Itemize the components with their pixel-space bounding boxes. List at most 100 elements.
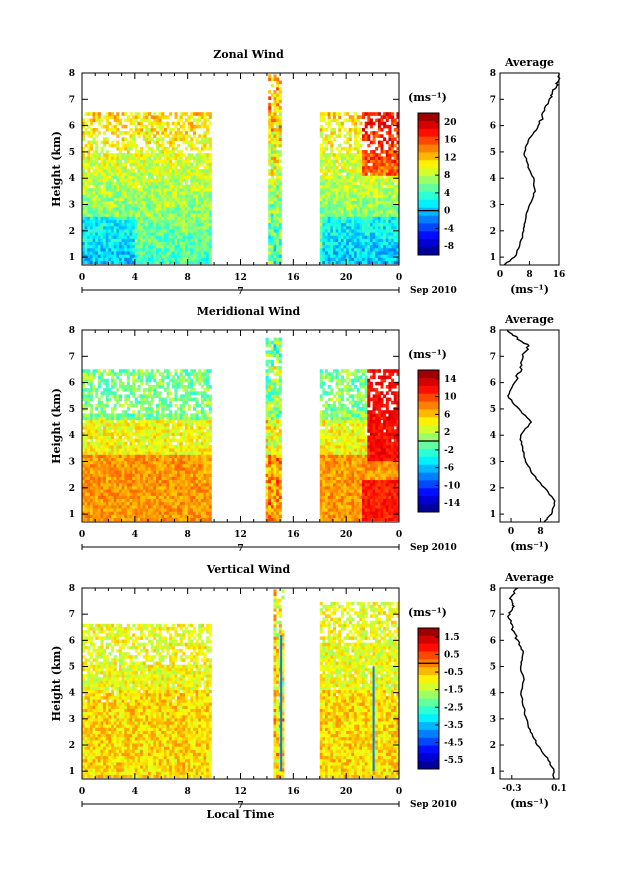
colorbar-tick-label: -5.5 [444, 756, 463, 766]
x-tick-label: 16 [287, 273, 300, 283]
y-tick-label: 5 [69, 148, 75, 158]
average-profile: Average 1 2 3 4 5 6 7 8 0 8 (ms⁻¹) [490, 313, 560, 553]
average-y-tick-label: 2 [490, 741, 496, 751]
x-tick-label: 8 [185, 273, 191, 283]
colorbar-tick-label: 10 [444, 393, 457, 403]
average-y-tick-label: 4 [490, 174, 496, 184]
x-tick-label: 16 [287, 530, 300, 540]
month-label: Sep 2010 [410, 543, 457, 553]
average-y-tick-label: 8 [490, 326, 496, 336]
average-line [503, 72, 561, 266]
colorbar-tick-label: 0 [444, 207, 450, 217]
colorbar [418, 628, 439, 770]
average-y-tick-label: 1 [490, 510, 496, 520]
average-title: Average [504, 313, 554, 326]
average-frame [499, 587, 560, 780]
colorbar-tick-label: -3.5 [444, 721, 463, 731]
average-y-tick-label: 2 [490, 484, 496, 494]
average-y-tick-label: 6 [490, 379, 496, 389]
y-tick-label: 6 [69, 636, 75, 646]
x-tick-label: 12 [234, 787, 247, 797]
colorbar-tick-label: 4 [444, 189, 450, 199]
average-x-label: (ms⁻¹) [510, 540, 549, 553]
y-tick-label: 1 [69, 510, 75, 520]
colorbar-frame [417, 112, 440, 256]
x-tick-label: 0 [396, 787, 402, 797]
y-tick-label: 4 [69, 431, 75, 441]
colorbar-unit: (ms⁻¹) [408, 348, 447, 361]
y-tick-label: 6 [69, 122, 75, 132]
y-tick-label: 4 [69, 174, 75, 184]
colorbar-tick-label: 12 [444, 153, 457, 163]
colorbar-tick-label: -10 [444, 481, 460, 491]
x-tick-label: 16 [287, 787, 300, 797]
average-x-tick-label: 0.1 [551, 784, 567, 794]
colorbar [418, 370, 439, 513]
colorbar-tick-label: -2.5 [444, 703, 463, 713]
average-y-tick-label: 7 [490, 95, 496, 105]
x-tick-label: 0 [396, 273, 402, 283]
y-axis-label: Height (km) [50, 388, 63, 464]
average-x-label: (ms⁻¹) [510, 283, 549, 296]
average-y-tick-label: 6 [490, 636, 496, 646]
average-y-tick-label: 5 [490, 662, 496, 672]
average-y-tick-label: 5 [490, 148, 496, 158]
average-line [506, 329, 556, 523]
average-y-tick-label: 1 [490, 767, 496, 777]
y-tick-label: 1 [69, 253, 75, 263]
x-tick-label: 12 [234, 530, 247, 540]
y-axis-label: Height (km) [50, 131, 63, 207]
day-label: 7 [237, 287, 243, 297]
average-title: Average [504, 571, 554, 584]
average-y-tick-label: 3 [490, 458, 496, 468]
colorbar-tick-label: -0.5 [444, 668, 463, 678]
colorbar-tick-label: -8 [444, 242, 454, 252]
y-tick-label: 3 [69, 201, 75, 211]
average-y-tick-label: 3 [490, 201, 496, 211]
average-profile: Average 1 2 3 4 5 6 7 8 0 8 16 (ms⁻¹) [490, 56, 566, 296]
average-x-tick-label: 8 [526, 270, 532, 280]
y-tick-label: 7 [69, 610, 75, 620]
colorbar-tick-label: 16 [444, 136, 457, 146]
average-y-tick-label: 4 [490, 689, 496, 699]
average-x-label: (ms⁻¹) [510, 797, 549, 810]
average-x-tick-label: 0 [497, 270, 503, 280]
x-tick-label: 4 [132, 273, 138, 283]
x-tick-label: 20 [340, 787, 353, 797]
average-y-tick-label: 4 [490, 431, 496, 441]
panel-title: Zonal Wind [213, 48, 284, 61]
colorbar-tick-label: -6 [444, 464, 454, 474]
month-label: Sep 2010 [410, 286, 457, 296]
panel-title: Meridional Wind [197, 305, 301, 318]
average-x-tick-label: 8 [537, 527, 543, 537]
colorbar-tick-label: 20 [444, 118, 457, 128]
y-tick-label: 3 [69, 715, 75, 725]
colorbar-tick-label: 6 [444, 410, 450, 420]
colorbar-tick-label: 2 [444, 428, 450, 438]
average-x-tick-label: 0 [508, 527, 514, 537]
colorbar-tick-label: -1.5 [444, 686, 463, 696]
average-y-tick-label: 8 [490, 584, 496, 594]
average-y-tick-label: 7 [490, 352, 496, 362]
y-tick-label: 8 [69, 584, 75, 594]
x-tick-label: 20 [340, 273, 353, 283]
colorbar-tick-label: -4 [444, 224, 454, 234]
y-tick-label: 8 [69, 326, 75, 336]
average-profile: Average 1 2 3 4 5 6 7 8 -0.3 0.1(ms⁻¹) [490, 571, 567, 810]
average-line [506, 587, 555, 780]
average-y-tick-label: 7 [490, 610, 496, 620]
y-tick-label: 2 [69, 484, 75, 494]
y-tick-label: 7 [69, 352, 75, 362]
colorbar-tick-label: -4.5 [444, 739, 463, 749]
heatmap-cells [82, 589, 400, 779]
average-frame [499, 329, 560, 523]
x-tick-label: 0 [79, 787, 85, 797]
y-tick-label: 2 [69, 227, 75, 237]
colorbar-tick-label: -2 [444, 446, 454, 456]
x-tick-label: 20 [340, 530, 353, 540]
colorbar [418, 113, 439, 256]
colorbar-tick-label: 14 [444, 375, 457, 385]
x-tick-label: 0 [79, 273, 85, 283]
